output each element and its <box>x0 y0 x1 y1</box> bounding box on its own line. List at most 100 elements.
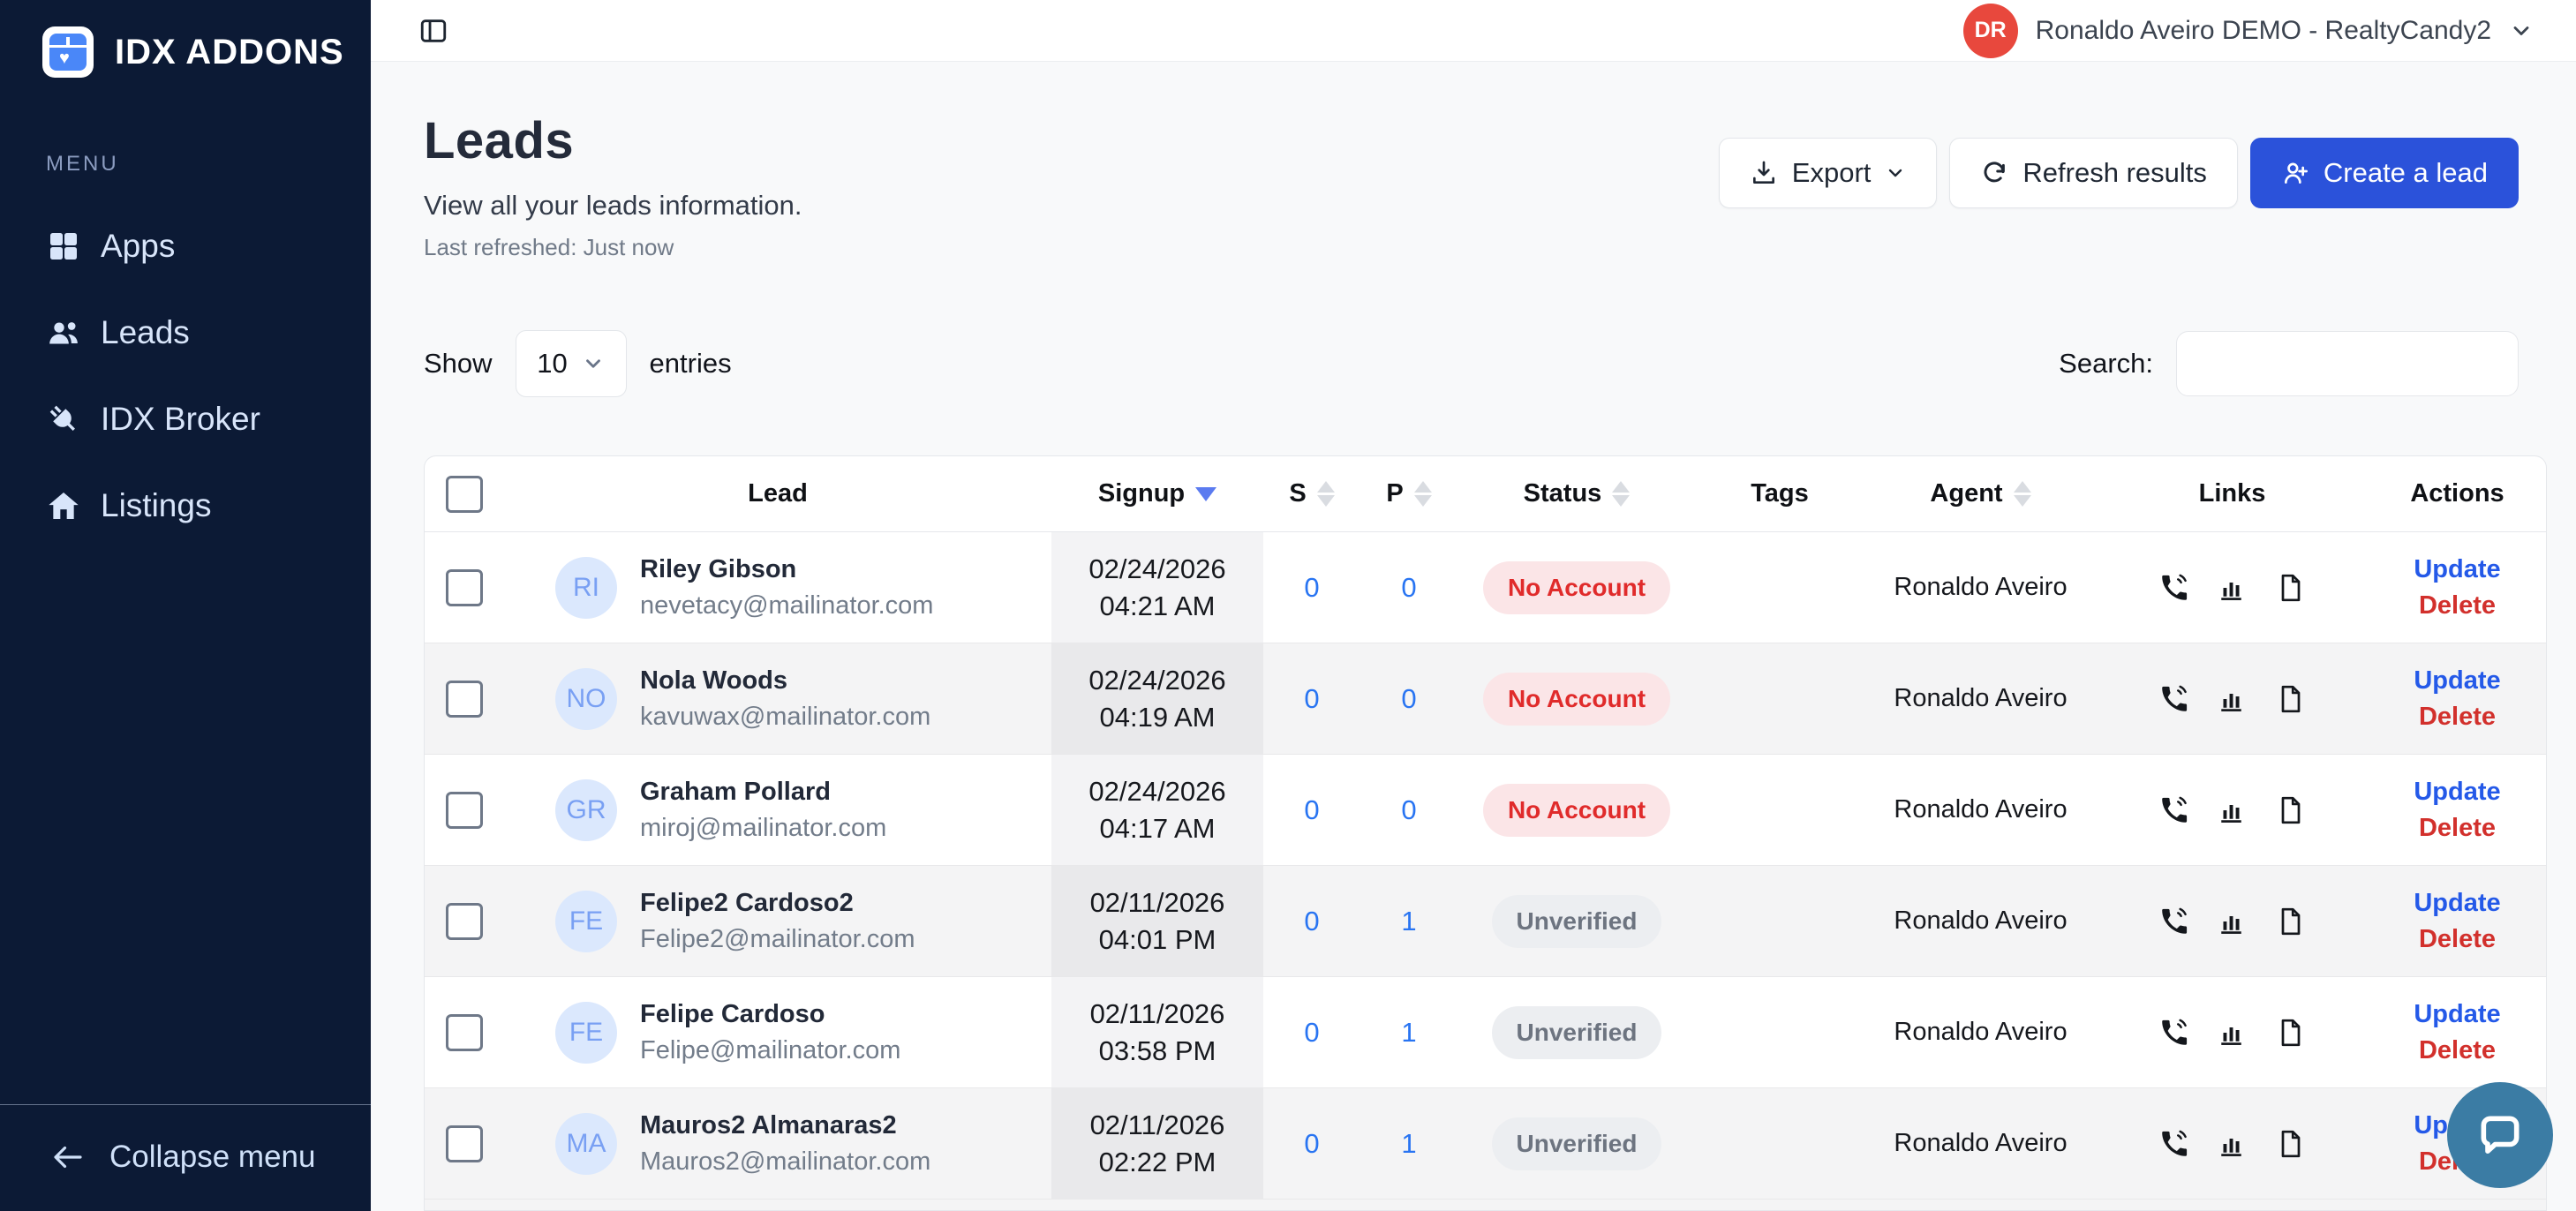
row-checkbox[interactable] <box>446 568 483 606</box>
chat-button[interactable] <box>2447 1082 2553 1188</box>
refresh-results-button[interactable]: Refresh results <box>1949 138 2238 208</box>
lead-name: Felipe2 Cardoso2 <box>640 888 854 917</box>
agent-name: Ronaldo Aveiro <box>1894 1129 2068 1157</box>
row-checkbox[interactable] <box>446 902 483 940</box>
refresh-icon <box>1984 162 2006 183</box>
status-badge: Unverified <box>1491 1117 1662 1170</box>
sidebar-item-idx-broker[interactable]: IDX Broker <box>0 376 371 463</box>
file-icon[interactable] <box>2275 572 2307 604</box>
phone-call-icon[interactable] <box>2158 1128 2190 1160</box>
phone-call-icon[interactable] <box>2158 794 2190 826</box>
signup-date: 02/11/2026 <box>1089 1109 1225 1140</box>
update-link[interactable]: Update <box>2414 666 2501 695</box>
status-badge: No Account <box>1482 672 1671 726</box>
links-cell <box>2098 643 2367 754</box>
phone-call-icon[interactable] <box>2158 1017 2190 1049</box>
update-link[interactable]: Update <box>2414 777 2501 806</box>
row-checkbox[interactable] <box>446 680 483 718</box>
sort-icon <box>1413 481 1432 507</box>
chart-column-icon[interactable] <box>2217 683 2248 715</box>
lead-cell: MA Mauros2 Almanaras2 Mauros2@mailinator.… <box>504 1088 1051 1199</box>
lead-email: Felipe@mailinator.com <box>640 1035 901 1064</box>
row-checkbox[interactable] <box>446 1013 483 1051</box>
s-count-link[interactable]: 0 <box>1304 905 1320 936</box>
p-count-cell: 1 <box>1360 866 1457 976</box>
p-count-link[interactable]: 1 <box>1401 905 1417 936</box>
s-count-link[interactable]: 0 <box>1304 682 1320 714</box>
update-link[interactable]: Update <box>2414 888 2501 917</box>
chart-column-icon[interactable] <box>2217 906 2248 937</box>
p-count-link[interactable]: 0 <box>1401 571 1417 603</box>
delete-link[interactable]: Delete <box>2418 813 2497 842</box>
chart-column-icon[interactable] <box>2217 1128 2248 1160</box>
lead-name: Nola Woods <box>640 666 788 695</box>
file-icon[interactable] <box>2275 906 2307 937</box>
update-link[interactable]: Update <box>2414 999 2501 1028</box>
sidebar-item-label: Leads <box>101 314 190 350</box>
file-icon[interactable] <box>2275 683 2307 715</box>
sidebar-toggle-icon[interactable] <box>418 16 448 46</box>
p-count-link[interactable]: 0 <box>1401 682 1417 714</box>
lead-avatar: FE <box>555 1001 617 1064</box>
sidebar-item-apps[interactable]: Apps <box>0 203 371 290</box>
checkbox-cell <box>425 532 504 643</box>
phone-call-icon[interactable] <box>2158 683 2190 715</box>
sidebar-item-leads[interactable]: Leads <box>0 290 371 376</box>
page-size-select[interactable]: 10 <box>515 330 627 397</box>
column-header-s[interactable]: S <box>1263 479 1360 508</box>
links-cell <box>2098 755 2367 865</box>
page-title-block: Leads View all your leads information. L… <box>424 111 802 261</box>
signup-date: 02/24/2026 <box>1088 775 1226 807</box>
s-count-link[interactable]: 0 <box>1304 571 1320 603</box>
table-row: NO Nola Woods kavuwax@mailinator.com 02/2… <box>425 643 2546 755</box>
file-icon[interactable] <box>2275 794 2307 826</box>
collapse-menu-button[interactable]: Collapse menu <box>0 1105 371 1211</box>
export-label: Export <box>1791 157 1872 188</box>
phone-call-icon[interactable] <box>2158 906 2190 937</box>
chart-column-icon[interactable] <box>2217 794 2248 826</box>
select-all-cell <box>425 475 504 513</box>
column-header-signup[interactable]: Signup <box>1051 479 1263 508</box>
app-logo[interactable]: ♥ IDX ADDONS <box>0 0 371 78</box>
update-link[interactable]: Update <box>2414 554 2501 583</box>
delete-link[interactable]: Delete <box>2418 590 2497 620</box>
create-lead-button[interactable]: Create a lead <box>2249 138 2519 208</box>
delete-link[interactable]: Delete <box>2418 924 2497 953</box>
phone-call-icon[interactable] <box>2158 572 2190 604</box>
select-all-checkbox[interactable] <box>446 475 483 513</box>
column-header-tags: Tags <box>1751 479 1809 508</box>
file-icon[interactable] <box>2275 1017 2307 1049</box>
sort-icon <box>2013 481 2031 507</box>
signup-date: 02/24/2026 <box>1088 553 1226 584</box>
table-row: MA Mauros2 Almanaras2 Mauros2@mailinator.… <box>425 1088 2546 1200</box>
s-count-link[interactable]: 0 <box>1304 794 1320 825</box>
delete-link[interactable]: Delete <box>2418 702 2497 731</box>
p-count-link[interactable]: 0 <box>1401 794 1417 825</box>
delete-link[interactable]: Delete <box>2418 1035 2497 1064</box>
user-avatar: DR <box>1962 3 2018 58</box>
user-menu[interactable]: DR Ronaldo Aveiro DEMO - RealtyCandy2 <box>1962 3 2534 58</box>
signup-time: 04:21 AM <box>1099 590 1216 621</box>
sidebar-item-listings[interactable]: Listings <box>0 463 371 549</box>
p-count-link[interactable]: 1 <box>1401 1016 1417 1048</box>
row-checkbox[interactable] <box>446 1124 483 1162</box>
chart-column-icon[interactable] <box>2217 572 2248 604</box>
status-cell: No Account <box>1457 643 1696 754</box>
row-checkbox[interactable] <box>446 791 483 829</box>
table-row: RI Riley Gibson nevetacy@mailinator.com 0… <box>425 532 2546 643</box>
status-cell: Unverified <box>1457 977 1696 1087</box>
column-header-status[interactable]: Status <box>1457 479 1696 508</box>
chart-column-icon[interactable] <box>2217 1017 2248 1049</box>
p-count-link[interactable]: 1 <box>1401 1127 1417 1159</box>
column-header-p[interactable]: P <box>1360 479 1457 508</box>
file-icon[interactable] <box>2275 1128 2307 1160</box>
s-count-link[interactable]: 0 <box>1304 1127 1320 1159</box>
export-button[interactable]: Export <box>1718 138 1938 208</box>
column-header-agent[interactable]: Agent <box>1864 479 2098 508</box>
tags-cell <box>1696 532 1864 643</box>
agent-name: Ronaldo Aveiro <box>1894 795 2068 824</box>
links-cell <box>2098 532 2367 643</box>
search-input[interactable] <box>2176 331 2519 396</box>
s-count-link[interactable]: 0 <box>1304 1016 1320 1048</box>
column-header-links: Links <box>2198 479 2266 508</box>
